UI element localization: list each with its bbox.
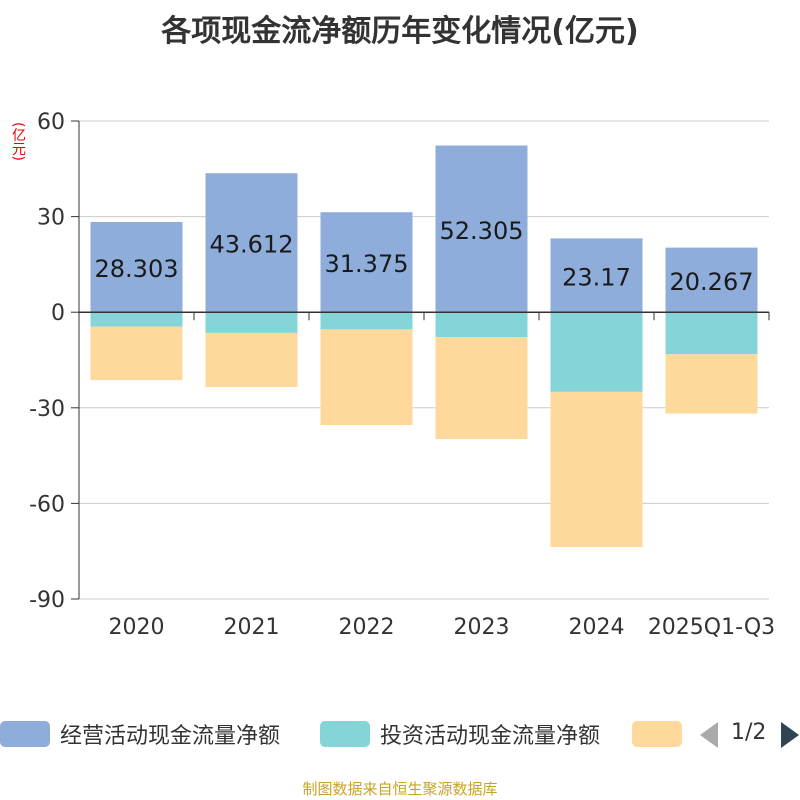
x-tick-label: 2023 (454, 615, 510, 640)
legend-item-investing[interactable]: 投资活动现金流量净额 (320, 712, 600, 756)
x-tick-label: 2020 (109, 615, 165, 640)
bar-financing-2025q1-q3 (665, 354, 758, 414)
legend-page-indicator: 1/2 (731, 720, 767, 745)
legend-swatch-operating (0, 721, 50, 747)
cash-flow-bar-chart: 60 30 0 -30 -60 -90 28.303 2020 43.612 2021 31.375… (29, 110, 775, 640)
legend-label-operating: 经营活动现金流量净额 (60, 724, 281, 749)
bar-operating-2020 (90, 222, 183, 313)
legend-next-page-icon[interactable] (781, 722, 799, 748)
data-source-note: 制图数据来自恒生聚源数据库 (302, 780, 498, 798)
y-tick-label: 30 (37, 206, 65, 231)
y-axis-unit-label: (亿元) (10, 122, 26, 161)
x-tick-label: 2022 (339, 615, 395, 640)
bar-operating-2021 (205, 173, 298, 313)
bar-investing-2025q1-q3 (665, 312, 758, 355)
bar-investing-2022 (320, 312, 413, 330)
legend: 经营活动现金流量净额 投资活动现金流量净额 1/2 (0, 712, 800, 756)
bar-investing-2023 (435, 312, 528, 338)
data-label-operating: 31.375 (325, 250, 409, 278)
y-tick-label: 0 (51, 301, 65, 326)
data-label-operating: 20.267 (670, 268, 754, 296)
bar-financing-2024 (550, 391, 643, 548)
bar-investing-2024 (550, 312, 643, 392)
bar-financing-2020 (90, 326, 183, 381)
bar-operating-2023 (435, 145, 528, 313)
bar-investing-2021 (205, 312, 298, 333)
x-tick-label: 2021 (224, 615, 280, 640)
legend-item-operating[interactable]: 经营活动现金流量净额 (0, 712, 280, 756)
chart-title: 各项现金流净额历年变化情况(亿元) (161, 14, 639, 49)
legend-prev-page-icon[interactable] (700, 722, 718, 748)
bar-operating-2024 (550, 238, 643, 313)
y-tick-label: -60 (29, 492, 65, 517)
data-label-operating: 43.612 (210, 231, 294, 259)
bar-investing-2020 (90, 312, 183, 327)
data-label-operating: 52.305 (440, 217, 524, 245)
y-tick-label: -90 (29, 588, 65, 613)
y-tick-label: -30 (29, 397, 65, 422)
legend-swatch-financing (632, 721, 682, 747)
bar-financing-2022 (320, 329, 413, 426)
x-tick-label: 2025Q1-Q3 (648, 615, 775, 640)
legend-pager: 1/2 (700, 712, 800, 756)
y-tick-label: 60 (37, 110, 65, 135)
data-label-operating: 23.17 (562, 263, 631, 291)
legend-item-financing[interactable] (632, 712, 692, 756)
bar-operating-2025q1-q3 (665, 247, 758, 313)
legend-swatch-investing (320, 721, 370, 747)
legend-label-investing: 投资活动现金流量净额 (380, 724, 601, 749)
bar-financing-2021 (205, 332, 298, 388)
bar-financing-2023 (435, 337, 528, 440)
data-label-operating: 28.303 (95, 255, 179, 283)
x-tick-label: 2024 (569, 615, 625, 640)
bar-operating-2022 (320, 212, 413, 313)
